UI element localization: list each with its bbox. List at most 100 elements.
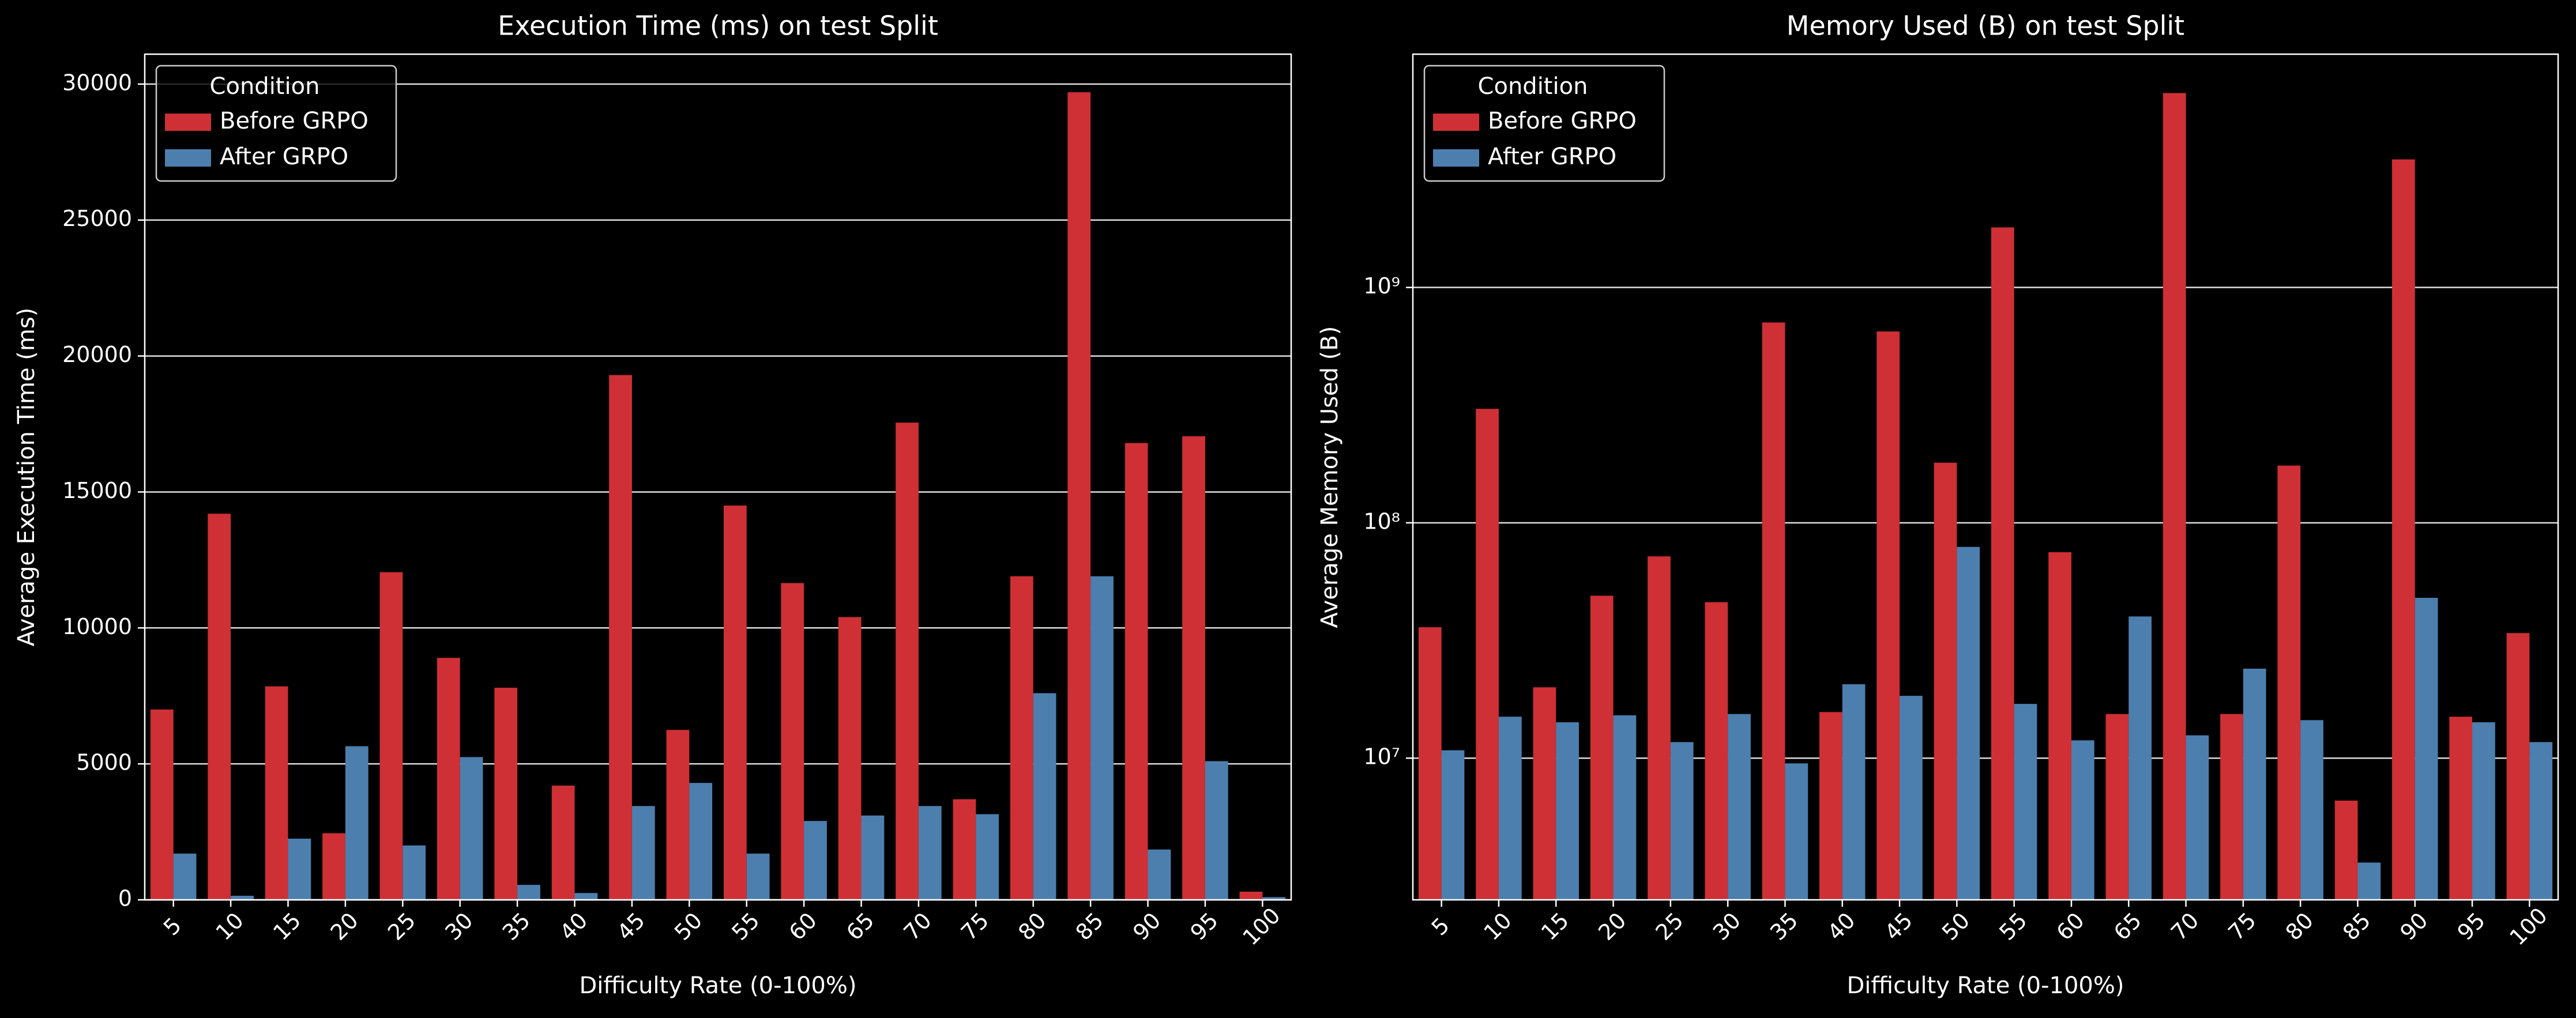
bar: [2014, 704, 2037, 900]
bar: [838, 617, 862, 900]
bar: [2357, 862, 2381, 900]
y-axis-label: Average Memory Used (B): [1317, 326, 1343, 628]
bar: [609, 375, 632, 900]
bar: [551, 785, 575, 900]
bar: [631, 806, 655, 900]
bar: [322, 833, 345, 900]
bar: [1418, 627, 1442, 900]
y-tick-label: 30000: [62, 70, 132, 95]
bar: [1182, 436, 1205, 900]
legend-box: [155, 65, 397, 182]
bar: [1125, 443, 1148, 900]
legend-box: [1423, 65, 1665, 182]
bar: [1533, 687, 1556, 900]
bar: [781, 583, 804, 900]
bar: [1239, 891, 1263, 900]
bar: [437, 658, 460, 900]
bar: [2048, 552, 2071, 900]
bar: [2300, 720, 2323, 900]
y-tick-label: 10000: [62, 614, 132, 639]
bar: [1957, 546, 1980, 900]
bar: [1670, 742, 1694, 900]
chart-title: Memory Used (B) on test Split: [1787, 10, 2184, 42]
bar: [1991, 227, 2014, 900]
bar: [1262, 897, 1286, 900]
bar: [517, 885, 540, 900]
bar: [2506, 633, 2530, 900]
bar: [1205, 761, 1228, 900]
legend-label: Before GRPO: [220, 108, 368, 134]
bar: [1613, 715, 1637, 900]
bar: [1556, 722, 1579, 900]
bar: [746, 853, 770, 900]
legend: Condition Before GRPO After GRPO: [155, 65, 397, 182]
legend-label: After GRPO: [220, 144, 348, 170]
legend-swatch: [165, 114, 211, 131]
bar: [2163, 93, 2186, 900]
bar: [1876, 331, 1900, 900]
bar: [1090, 576, 1114, 900]
bar: [1785, 763, 1808, 900]
bar: [2220, 714, 2243, 900]
bar: [403, 845, 426, 900]
y-tick-label: 15000: [62, 478, 132, 503]
bar: [1148, 849, 1171, 900]
bar: [723, 506, 747, 900]
axes-frame: [1412, 53, 2559, 901]
bar: [1498, 717, 1522, 900]
x-axis-label: Difficulty Rate (0-100%): [580, 972, 857, 999]
bar: [2277, 465, 2301, 900]
bar: [231, 895, 254, 900]
y-tick-label: 25000: [62, 206, 132, 231]
bar: [1762, 322, 1785, 900]
bar: [1033, 693, 1056, 900]
bar: [2472, 722, 2495, 900]
bar: [2105, 714, 2129, 900]
bar: [2071, 740, 2094, 900]
bar: [2129, 616, 2152, 900]
y-tick-label: 10⁸: [1363, 508, 1400, 534]
bar: [1842, 684, 1866, 900]
bar: [173, 853, 197, 900]
bar: [2449, 717, 2473, 900]
bar: [265, 686, 288, 900]
bar: [460, 757, 483, 900]
bar: [804, 821, 827, 900]
legend-title: Condition: [1478, 73, 1588, 100]
bar: [1819, 712, 1842, 900]
bar: [2529, 742, 2553, 900]
bar: [1728, 714, 1751, 900]
chart-title: Execution Time (ms) on test Split: [498, 10, 938, 42]
legend-swatch: [1433, 149, 1479, 167]
bar: [1648, 556, 1671, 900]
bar: [379, 572, 403, 900]
bar: [2334, 800, 2358, 900]
bar: [150, 709, 174, 900]
bar: [1705, 602, 1728, 900]
y-tick-label: 5000: [76, 750, 132, 775]
y-axis-label: Average Execution Time (ms): [13, 308, 40, 647]
bar: [1900, 696, 1923, 900]
bar: [918, 806, 942, 900]
bar: [1934, 462, 1957, 900]
bar: [1590, 595, 1614, 900]
bar: [2415, 598, 2438, 900]
axes-frame: [144, 53, 1292, 901]
legend: Condition Before GRPO After GRPO: [1423, 65, 1665, 182]
bar: [494, 688, 518, 900]
x-axis-label: Difficulty Rate (0-100%): [1847, 972, 2124, 999]
legend-title: Condition: [210, 73, 320, 100]
bar: [976, 814, 999, 900]
legend-swatch: [1433, 114, 1479, 131]
legend-label: Before GRPO: [1488, 108, 1637, 134]
legend-label: After GRPO: [1488, 144, 1616, 170]
bar: [689, 783, 713, 900]
y-tick-label: 20000: [62, 342, 132, 367]
bar: [288, 838, 311, 900]
bar: [2392, 159, 2415, 900]
bar: [2243, 668, 2266, 900]
bar: [953, 799, 976, 900]
bar: [1476, 409, 1499, 900]
bar: [345, 746, 368, 900]
